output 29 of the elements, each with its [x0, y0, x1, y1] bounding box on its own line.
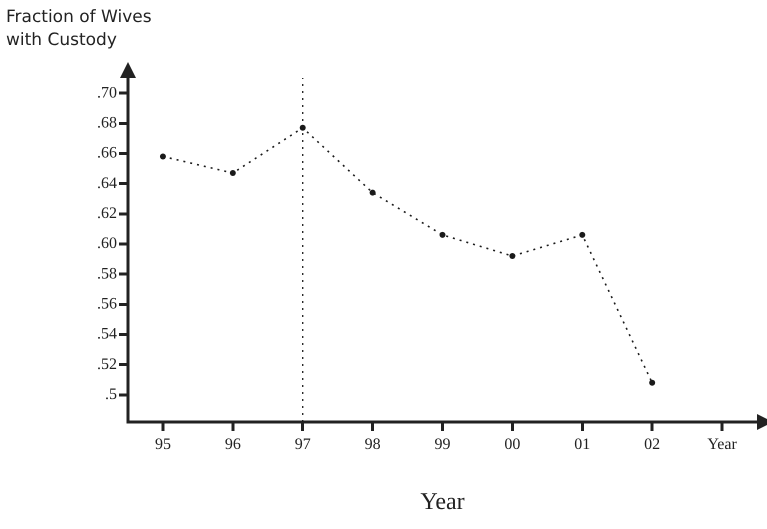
point	[440, 232, 446, 238]
x-axis-title: Year	[420, 488, 465, 515]
x-tick-label: 02	[644, 436, 660, 453]
y-tick-label: .56	[97, 296, 117, 313]
x-tick-label: 00	[504, 436, 520, 453]
y-tick-label: .54	[97, 326, 117, 343]
y-tick-label: .62	[97, 204, 117, 222]
y-tick-label: .5	[105, 386, 117, 404]
x-tick-label: Year	[707, 436, 738, 453]
x-tick-label: 98	[364, 436, 381, 453]
point	[509, 253, 516, 260]
x-tick-label: 97	[294, 436, 311, 453]
point	[649, 380, 656, 386]
x-tick-label: 01	[574, 436, 590, 453]
y-tick-label: .68	[97, 114, 117, 132]
y-tick-label: .58	[97, 265, 117, 282]
y-tick-label: .66	[97, 144, 117, 162]
y-tick-label: .70	[97, 84, 117, 102]
y-tick-label: .60	[97, 235, 117, 252]
x-tick-label: 99	[434, 436, 450, 453]
x-tick-label: 95	[154, 436, 171, 453]
y-tick-label: .64	[97, 174, 117, 192]
point	[370, 190, 376, 196]
point	[230, 170, 236, 176]
point	[579, 232, 586, 238]
point	[160, 153, 166, 160]
y-tick-label: .52	[97, 356, 117, 373]
x-tick-label: 96	[224, 436, 241, 453]
y-axis-title: Fraction of Wives with Custody	[6, 6, 152, 52]
